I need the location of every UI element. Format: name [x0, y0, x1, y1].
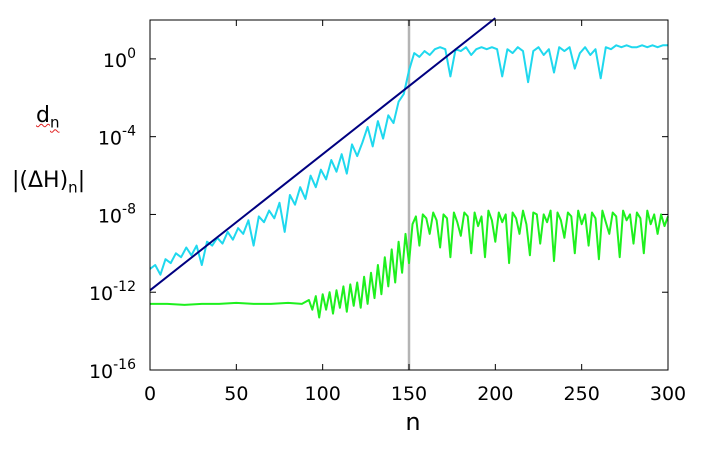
x-tick-label: 50 [224, 383, 248, 405]
series-line-3 [150, 209, 669, 319]
x-tick-label: 100 [305, 383, 341, 405]
x-tick-label: 200 [477, 383, 513, 405]
x-tick-label: 0 [144, 383, 156, 405]
y-axis-label-delta-h: |(ΔH)n| [12, 168, 86, 197]
x-tick-label: 300 [650, 383, 686, 405]
series-line-2 [149, 17, 496, 292]
y-tick-label: 10-12 [89, 279, 136, 305]
x-tick-label: 250 [564, 383, 600, 405]
y-tick-label: 10-16 [89, 357, 136, 383]
series-line-1 [149, 44, 668, 276]
x-tick-label: 150 [391, 383, 427, 405]
y-tick-label: 100 [103, 46, 136, 72]
y-axis-label-dn: dn [36, 103, 60, 132]
y-tick-label: 10-8 [98, 201, 136, 227]
x-axis-label: n [405, 408, 420, 436]
y-tick-label: 10-4 [98, 124, 136, 150]
